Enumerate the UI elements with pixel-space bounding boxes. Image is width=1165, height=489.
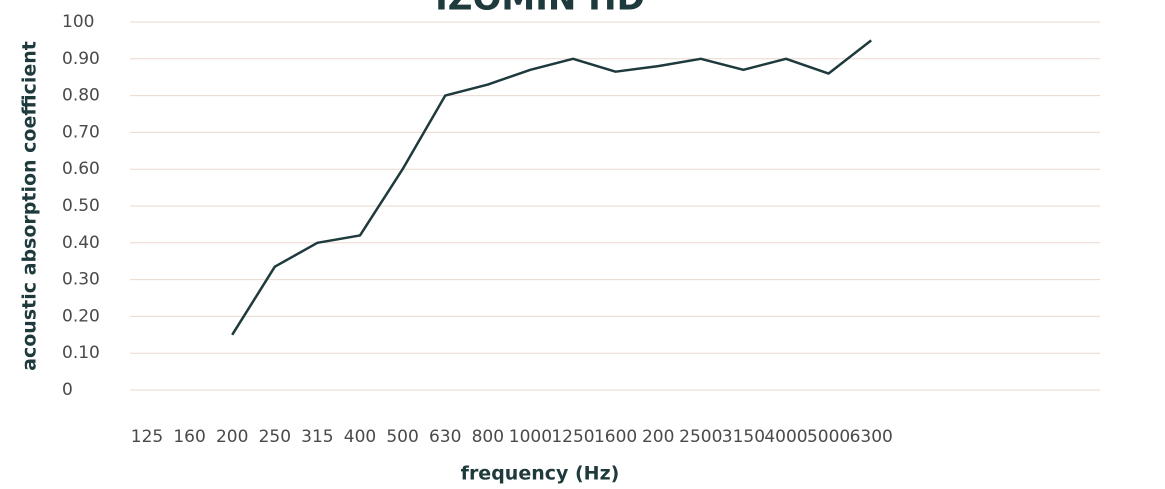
y-tick-label: 0.80 [62,86,100,106]
y-tick-label: 0.30 [62,270,100,290]
data-line [231,39,872,336]
x-tick-label: 3150 [722,427,765,447]
x-tick-label: 6300 [850,427,893,447]
y-tick-label: 0.50 [62,196,100,216]
chart-title: IZOMIN HD [435,0,645,19]
x-axis-label: frequency (Hz) [461,463,620,485]
y-tick-label: 0.20 [62,306,100,326]
x-tick-label: 1600 [594,427,637,447]
x-tick-label: 500 [386,427,418,447]
x-tick-label: 200 [216,427,248,447]
x-tick-label: 315 [301,427,333,447]
x-tick-label: 2500 [679,427,722,447]
y-tick-label: 0.70 [62,122,100,142]
y-tick-label: 0.60 [62,159,100,179]
x-tick-label: 125 [131,427,163,447]
y-tick-label: 100 [62,12,94,32]
y-tick-label: 0.10 [62,343,100,363]
x-tick-label: 200 [642,427,674,447]
x-tick-label: 800 [472,427,504,447]
x-tick-label: 4000 [764,427,807,447]
x-tick-label: 1000 [509,427,552,447]
y-tick-label: 0 [62,380,73,400]
x-tick-label: 630 [429,427,461,447]
x-tick-label: 250 [259,427,291,447]
y-tick-label: 0.90 [62,49,100,69]
y-tick-label: 0.40 [62,233,100,253]
x-tick-label: 400 [344,427,376,447]
x-tick-label: 5000 [807,427,850,447]
x-tick-label: 1250 [551,427,594,447]
y-axis-label: acoustic absorption coefficient [19,41,41,371]
x-tick-label: 160 [173,427,205,447]
